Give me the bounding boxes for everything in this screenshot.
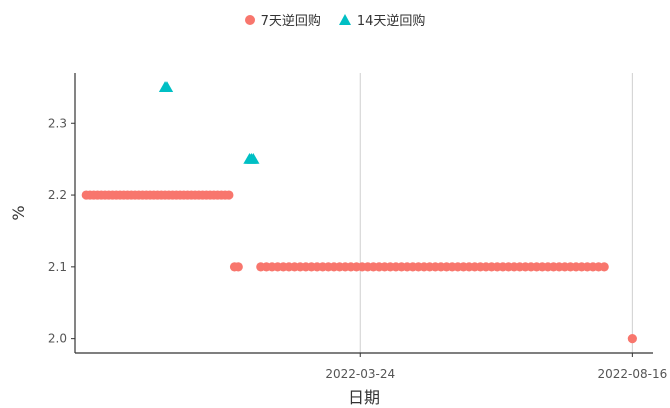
data-point: [224, 190, 234, 200]
legend-label-7day: 7天逆回购: [260, 14, 321, 29]
legend-triangle-icon: [338, 14, 351, 25]
y-tick-label: 2.1: [48, 260, 67, 274]
legend-circle-icon: [244, 14, 255, 25]
data-point: [247, 152, 260, 164]
x-tick-label: 2022-08-16: [597, 367, 667, 381]
data-point: [233, 262, 243, 272]
legend: 7天逆回购 14天逆回购: [0, 10, 670, 29]
x-tick-label: 2022-03-24: [325, 367, 395, 381]
y-tick-label: 2.0: [48, 332, 67, 346]
y-axis-title: %: [9, 205, 28, 220]
legend-label-14day: 14天逆回购: [356, 14, 426, 29]
y-tick-label: 2.2: [48, 188, 67, 202]
data-point: [599, 262, 609, 272]
legend-item-14day: 14天逆回购: [338, 10, 426, 29]
legend-item-7day: 7天逆回购: [244, 10, 321, 29]
data-point: [160, 81, 174, 93]
data-point: [627, 334, 637, 344]
x-axis-title: 日期: [348, 388, 380, 407]
y-tick-label: 2.3: [48, 116, 67, 130]
